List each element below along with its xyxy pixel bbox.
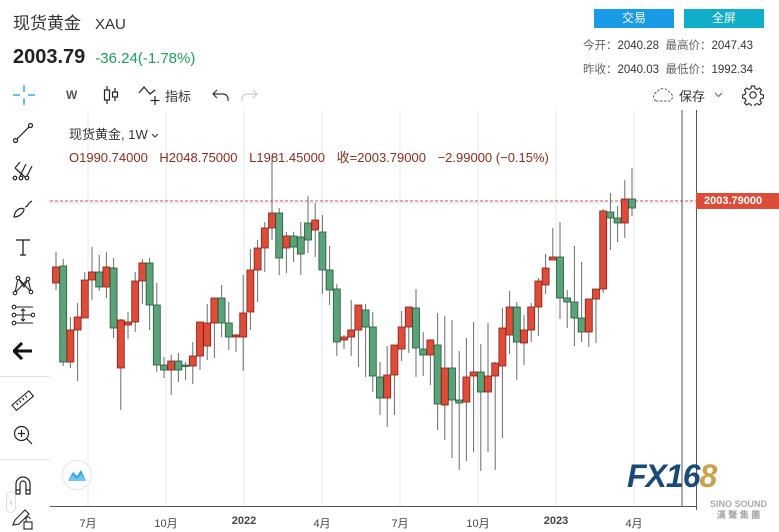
redo-icon xyxy=(241,89,258,101)
chart-toolbar: W 指标 保存 xyxy=(0,80,779,110)
ruler-tool[interactable] xyxy=(10,388,36,414)
trade-button[interactable]: 交易 xyxy=(594,9,674,28)
legend-series[interactable]: 现货黄金, 1W xyxy=(69,124,159,143)
magnet-tool[interactable] xyxy=(10,472,36,498)
legend-low: L1981.45000 xyxy=(249,150,326,165)
time-tick-label: 2023 xyxy=(543,515,569,527)
drawing-toolbar xyxy=(0,110,50,532)
chevron-down-icon xyxy=(714,92,723,98)
magnet-icon xyxy=(15,476,31,495)
redo-button[interactable] xyxy=(240,84,258,106)
brush-icon xyxy=(13,200,33,218)
collapse-toolbar-button[interactable]: ‹ xyxy=(6,491,16,513)
series-name: 现货黄金, 1W xyxy=(69,127,148,142)
interval-button[interactable]: W xyxy=(66,88,78,102)
lock-drawings-tool[interactable] xyxy=(10,506,36,532)
crosshair-icon xyxy=(13,85,35,105)
indicator-add-icon xyxy=(138,86,160,105)
time-tick-label: 7月 xyxy=(79,518,97,530)
price-scale[interactable] xyxy=(696,110,779,510)
time-tick-label: 10月 xyxy=(466,518,490,530)
trend-line-icon xyxy=(12,122,34,144)
last-price: 2003.79 xyxy=(13,46,86,68)
trend-line-tool[interactable] xyxy=(10,120,36,146)
time-axis[interactable]: 7月 10月 2022 4月 7月 10月 2023 4月 xyxy=(50,506,696,532)
candlestick-chart[interactable] xyxy=(50,110,696,510)
pencil-lock-icon xyxy=(12,509,33,530)
toolbar-divider xyxy=(0,459,50,460)
pattern-icon xyxy=(12,275,34,296)
time-tick-label: 7月 xyxy=(391,518,409,530)
zoom-in-icon xyxy=(13,425,33,445)
instrument-name: 现货黄金 xyxy=(13,14,81,33)
undo-button[interactable] xyxy=(212,84,230,106)
toolbar-divider xyxy=(0,376,50,377)
chart-type-button[interactable] xyxy=(102,84,120,106)
low-value: 1992.34 xyxy=(711,64,754,76)
chevron-down-icon xyxy=(151,133,159,138)
arrow-left-icon xyxy=(13,342,32,360)
undo-icon xyxy=(212,89,229,101)
low-label: 最低价： xyxy=(665,64,712,76)
price-change: -36.24(-1.78%) xyxy=(95,50,196,67)
legend-ohlc: O1990.74000 H2048.75000 L1981.45000 收=20… xyxy=(69,147,557,166)
instrument-symbol: XAU xyxy=(95,16,126,33)
text-tool[interactable] xyxy=(10,234,36,260)
time-tick-label: 4月 xyxy=(313,518,331,530)
time-tick-label: 2022 xyxy=(231,515,257,527)
chart-logo-button[interactable] xyxy=(62,460,92,490)
zoom-in-tool[interactable] xyxy=(10,422,36,448)
time-tick-label: 4月 xyxy=(625,518,643,530)
legend-open: O1990.74000 xyxy=(69,150,148,165)
save-label: 保存 xyxy=(679,88,706,104)
pitchfork-icon xyxy=(12,161,33,181)
high-label: 最高价： xyxy=(665,40,712,52)
settings-button[interactable] xyxy=(742,84,764,106)
quote-header: 现货黄金 XAU 2003.79 -36.24(-1.78%) 交易 全屏 今开… xyxy=(0,0,779,80)
indicators-label: 指标 xyxy=(165,88,192,104)
fullscreen-button[interactable]: 全屏 xyxy=(684,9,764,28)
candlestick-icon xyxy=(103,86,119,104)
gear-icon xyxy=(742,85,764,106)
measure-range-tool[interactable] xyxy=(10,302,36,328)
range-icon xyxy=(11,304,35,326)
prev-close-label: 昨收： xyxy=(583,64,618,76)
fx168-watermark: FX168 xyxy=(627,458,717,494)
prev-close-value: 2040.03 xyxy=(617,64,660,76)
legend-close: 收=2003.79000 xyxy=(336,150,426,165)
high-value: 2047.43 xyxy=(711,40,754,52)
current-price-tag: 2003.79000 xyxy=(696,193,779,209)
ruler-icon xyxy=(11,390,35,412)
text-icon xyxy=(16,239,30,256)
save-button[interactable]: 保存 xyxy=(650,84,723,106)
pattern-tool[interactable] xyxy=(10,272,36,298)
open-value: 2040.28 xyxy=(617,40,660,52)
back-button[interactable] xyxy=(10,338,36,364)
stats-row-2: 昨收：2040.03 最低价：1992.34 xyxy=(583,61,753,77)
open-label: 今开： xyxy=(583,40,618,52)
mountain-logo-icon xyxy=(68,470,86,481)
legend-high: H2048.75000 xyxy=(159,150,238,165)
indicators-button[interactable]: 指标 xyxy=(138,84,191,106)
stats-row-1: 今开：2040.28 最高价：2047.43 xyxy=(583,37,753,53)
pitchfork-tool[interactable] xyxy=(10,158,36,184)
sino-sound-watermark: SINO SOUND 漢 聲 集 團 xyxy=(710,499,768,520)
time-tick-label: 10月 xyxy=(154,518,178,530)
legend-change: −2.99000 (−0.15%) xyxy=(437,150,549,165)
cloud-icon xyxy=(653,88,673,102)
brush-tool[interactable] xyxy=(10,196,36,222)
crosshair-button[interactable] xyxy=(12,84,36,106)
